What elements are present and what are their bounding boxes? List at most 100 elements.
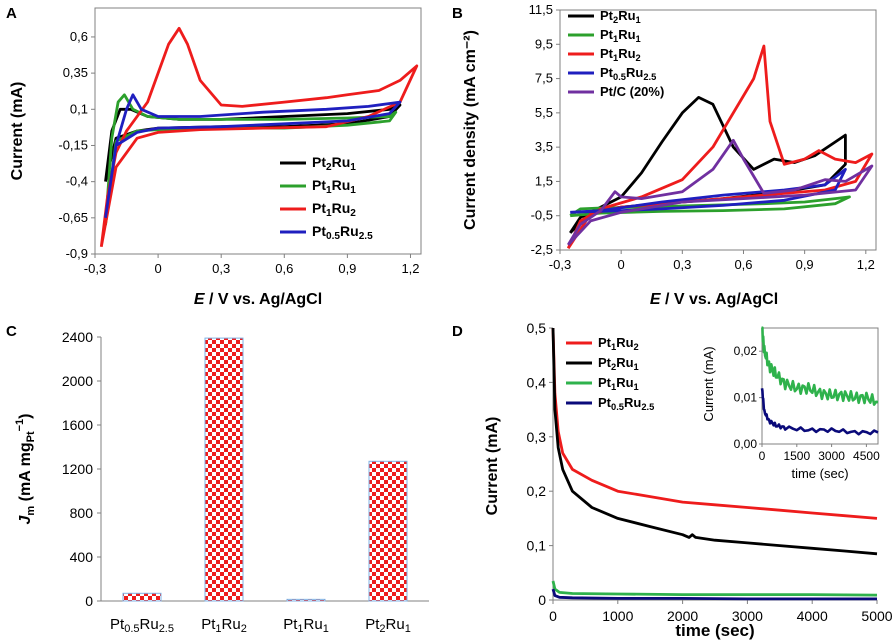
- y-tick-label: 0,4: [527, 374, 547, 390]
- y-tick-label: 0: [85, 593, 93, 609]
- y-axis-label: Current density (mA cm⁻²): [462, 30, 479, 230]
- legend-label: Pt1Ru2: [312, 200, 356, 219]
- panel-letter-a: A: [6, 5, 17, 22]
- x-tick-label: 0,6: [275, 261, 293, 276]
- x-tick-label: 0,3: [212, 261, 230, 276]
- y-axis-label: Current (mA): [484, 417, 501, 516]
- inset-y-tick-label: 0,02: [734, 344, 758, 358]
- y-tick-label: 11,5: [529, 2, 553, 17]
- plot-frame: [94, 7, 422, 255]
- x-tick-label: 0: [618, 257, 625, 272]
- x-tick-label: 0,3: [673, 257, 691, 272]
- x-axis-label: time (sec): [675, 621, 754, 640]
- bar: [122, 592, 162, 602]
- x-tick-label: 5000: [861, 608, 892, 624]
- x-tick-label: -0,3: [84, 261, 106, 276]
- legend-label: Pt1Ru1: [600, 27, 641, 44]
- y-tick-label: 0,35: [63, 65, 88, 80]
- legend-label: Pt1Ru2: [598, 335, 639, 352]
- y-axis-label: Current (mA): [9, 82, 26, 181]
- y-tick-label: 1600: [62, 417, 93, 433]
- legend-label: Pt0.5Ru2.5: [600, 65, 656, 82]
- y-tick-label: -0,65: [58, 210, 88, 225]
- x-tick-label: -0,3: [549, 257, 571, 272]
- series-line-pt1ru1: [551, 580, 878, 597]
- chart-b: -2,5 -0,5 1,5 3,5 5,5 7,5 9,5 11,5 -0,3 0 0,3 0,6 0,…: [462, 2, 877, 308]
- chart-a: -0,9 -0,65 -0,4 -0,15 0,1 0,35 0,6 -0,3 0 0,3 0,6 0…: [9, 7, 422, 308]
- y-axis-label: Jm (mA mgPt−1): [14, 414, 37, 525]
- legend-label: Pt0.5Ru2.5: [598, 395, 654, 412]
- y-tick-label: -0,15: [58, 137, 88, 152]
- y-tick-label: 1,5: [535, 173, 553, 188]
- inset-x-tick-label: 4500: [853, 449, 880, 463]
- x-tick-label: 1,2: [401, 261, 419, 276]
- plot-frame: [559, 9, 877, 251]
- legend-label: Pt1Ru1: [598, 375, 639, 392]
- y-tick-label: 0: [538, 592, 546, 608]
- y-tick-label: -0,9: [66, 246, 88, 261]
- y-tick-label: 0,6: [70, 29, 88, 44]
- y-tick-label: 400: [70, 549, 94, 565]
- legend-label: Pt1Ru2: [600, 46, 641, 63]
- bar: [286, 598, 326, 602]
- series-line-pt0-5ru2-5: [104, 93, 402, 219]
- x-tick-label: 0,9: [796, 257, 814, 272]
- panel-letter-d: D: [452, 323, 463, 340]
- series-line-pt-c-20-: [566, 138, 874, 246]
- x-category-label: Pt2Ru1: [365, 616, 411, 635]
- y-tick-label: 5,5: [535, 105, 553, 120]
- y-tick-label: -0,4: [66, 174, 88, 189]
- x-tick-label: 0,6: [734, 257, 752, 272]
- panel-letter-c: C: [6, 323, 17, 340]
- x-axis-label: E / V vs. Ag/AgCl: [194, 291, 322, 308]
- chart-d-inset: 0,00 0,01 0,02 0 1500 3000 4500 Current (mA) tim…: [701, 326, 880, 481]
- x-tick-label: 4000: [797, 608, 828, 624]
- x-category-label: Pt1Ru1: [283, 616, 329, 635]
- y-tick-label: 0,5: [527, 320, 547, 336]
- series-line-pt1ru2: [99, 26, 419, 248]
- inset-y-axis-label: Current (mA): [701, 346, 716, 421]
- x-tick-label: 0: [549, 608, 557, 624]
- series-line-pt0-5ru2-5: [551, 588, 877, 601]
- y-tick-label: 3,5: [535, 139, 553, 154]
- chart-d: 0 0,1 0,2 0,3 0,4 0,5 0 1000 2000 3000 4000 5000 Pt1…: [484, 320, 893, 640]
- x-axis-label: E / V vs. Ag/AgCl: [650, 291, 778, 308]
- inset-frame: [761, 327, 879, 445]
- x-tick-label: 0: [154, 261, 161, 276]
- x-tick-label: 0,9: [338, 261, 356, 276]
- inset-x-tick-label: 0: [759, 449, 766, 463]
- panel-letter-b: B: [452, 5, 463, 22]
- legend-label: Pt0.5Ru2.5: [312, 223, 373, 242]
- inset-series-line-pt0-5ru2-5: [760, 388, 879, 436]
- series-line-pt2ru1: [551, 327, 878, 556]
- y-tick-label: -2,5: [531, 242, 553, 257]
- y-tick-label: 0,3: [527, 429, 547, 445]
- y-tick-label: 800: [70, 505, 94, 521]
- series-line-pt1ru2: [551, 327, 878, 520]
- y-tick-label: 2400: [62, 329, 93, 345]
- x-tick-label: 1000: [602, 608, 633, 624]
- inset-y-tick-label: 0,01: [734, 391, 758, 405]
- legend-label: Pt/C (20%): [600, 84, 664, 99]
- inset-x-tick-label: 3000: [818, 449, 845, 463]
- legend-label: Pt1Ru1: [312, 177, 356, 196]
- y-tick-label: 7,5: [535, 71, 553, 86]
- bar: [204, 337, 244, 602]
- inset-series-line-pt1ru1: [761, 326, 879, 406]
- legend-label: Pt2Ru1: [598, 355, 639, 372]
- x-tick-label: 2000: [667, 608, 698, 624]
- inset-x-tick-label: 1500: [783, 449, 810, 463]
- x-tick-label: 3000: [732, 608, 763, 624]
- y-tick-label: 2000: [62, 373, 93, 389]
- inset-x-axis-label: time (sec): [791, 466, 848, 481]
- y-tick-label: 9,5: [535, 36, 553, 51]
- y-tick-label: -0,5: [531, 208, 553, 223]
- bar: [368, 460, 408, 602]
- inset-y-tick-label: 0,00: [734, 437, 758, 451]
- legend-label: Pt2Ru1: [600, 8, 641, 25]
- x-tick-label: 1,2: [857, 257, 875, 272]
- x-category-label: Pt0.5Ru2.5: [110, 616, 174, 635]
- y-tick-label: 0,1: [527, 538, 547, 554]
- chart-c: 0 400 800 1200 1600 2000 2400 Pt0.5Ru2.5 Pt1Ru2 P…: [14, 329, 429, 635]
